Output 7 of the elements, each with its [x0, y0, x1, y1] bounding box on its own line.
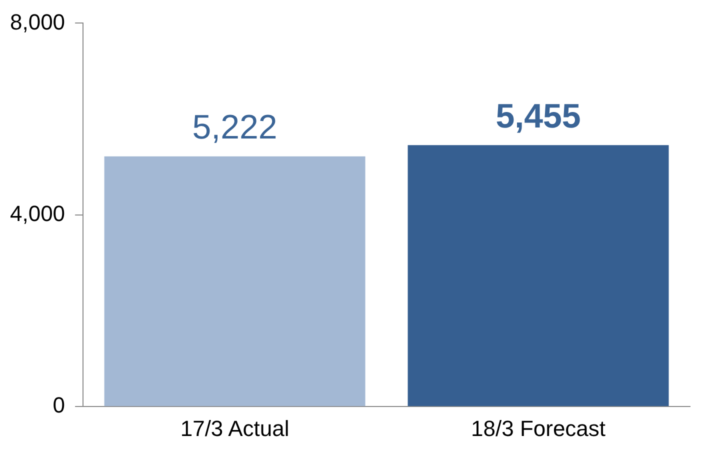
y-tick-label: 0: [52, 392, 66, 418]
data-label: 5,222: [192, 108, 278, 147]
y-tick-label: 4,000: [10, 200, 66, 226]
x-tick-label: 18/3 Forecast: [471, 416, 606, 441]
data-label: 5,455: [496, 98, 581, 136]
x-tick-label: 17/3 Actual: [180, 416, 290, 441]
y-tick-label: 8,000: [10, 9, 66, 34]
